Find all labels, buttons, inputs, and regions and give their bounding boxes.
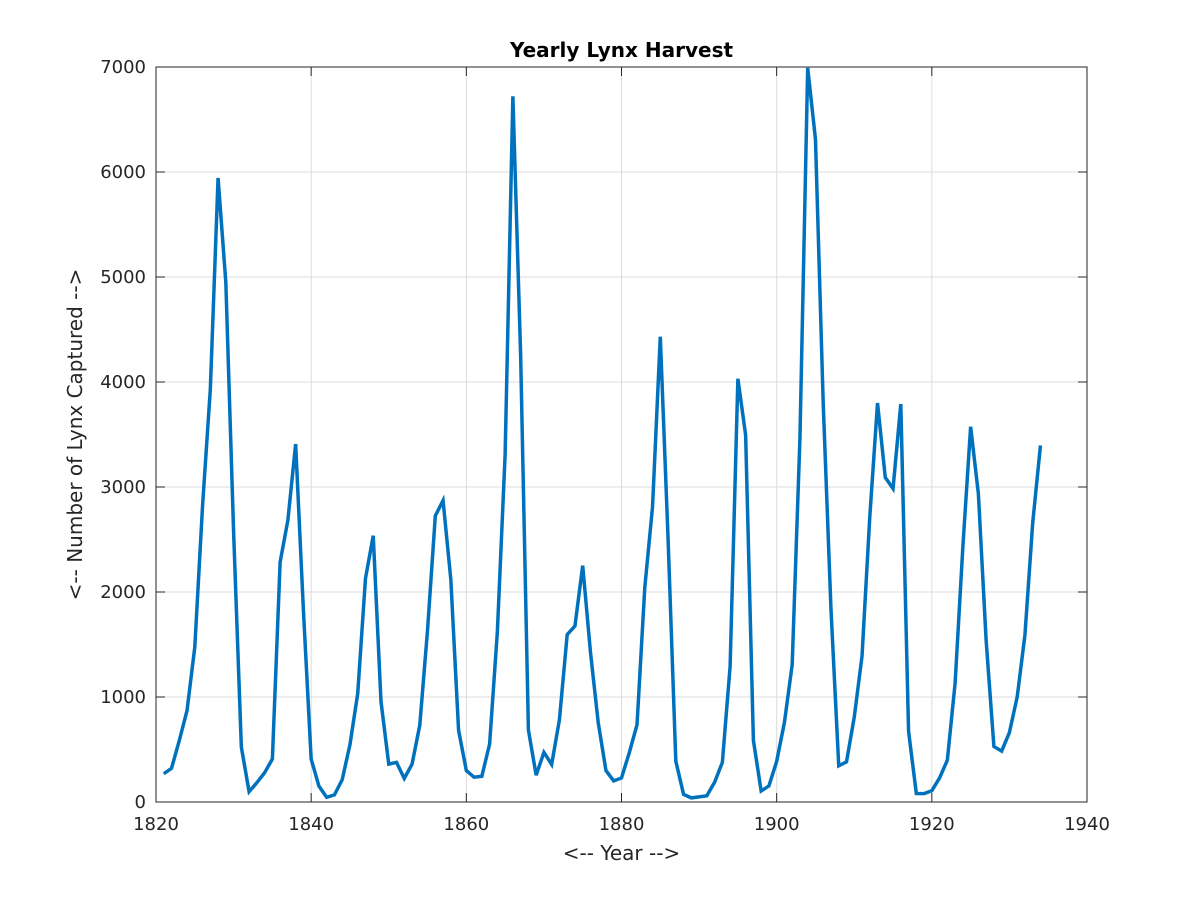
x-tick-label: 1840	[288, 814, 334, 835]
y-tick-label: 6000	[100, 162, 146, 183]
chart-title: Yearly Lynx Harvest	[509, 38, 734, 62]
x-tick-label: 1900	[754, 814, 800, 835]
grid	[156, 67, 1087, 802]
y-axis-label: <-- Number of Lynx Captured -->	[63, 269, 87, 601]
ticks	[155, 66, 1088, 803]
series-line	[162, 67, 1043, 800]
x-tick-labels: 1820 1840 1860 1880 1900 1920 1940	[133, 814, 1110, 835]
y-tick-label: 7000	[100, 57, 146, 78]
y-tick-labels: 0 1000 2000 3000 4000 5000 6000 7000	[100, 57, 146, 813]
x-tick-label: 1820	[133, 814, 179, 835]
y-tick-label: 2000	[100, 582, 146, 603]
y-tick-label: 3000	[100, 477, 146, 498]
x-tick-label: 1920	[909, 814, 955, 835]
y-tick-label: 4000	[100, 372, 146, 393]
y-tick-label: 5000	[100, 267, 146, 288]
x-tick-label: 1860	[443, 814, 489, 835]
y-tick-label: 1000	[100, 687, 146, 708]
x-tick-label: 1880	[599, 814, 645, 835]
y-tick-label: 0	[135, 792, 146, 813]
x-axis-label: <-- Year -->	[563, 841, 680, 865]
x-tick-label: 1940	[1064, 814, 1110, 835]
